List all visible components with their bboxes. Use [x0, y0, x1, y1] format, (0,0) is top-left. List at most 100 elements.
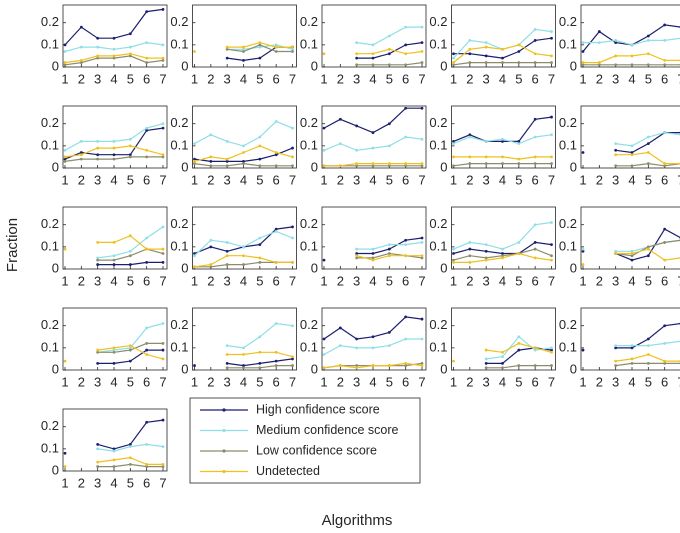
series-marker: [112, 54, 116, 58]
series-marker: [79, 153, 83, 157]
series-marker: [112, 449, 116, 453]
x-tick-label: 3: [353, 273, 360, 288]
y-tick-label: 0.1: [559, 339, 577, 354]
series-marker: [404, 63, 408, 67]
series-marker: [663, 241, 667, 244]
y-tick-label: 0.1: [41, 137, 59, 152]
series-marker: [533, 52, 537, 56]
x-tick-label: 2: [207, 273, 214, 288]
series-marker: [274, 45, 278, 49]
x-tick-label: 3: [353, 374, 360, 389]
series-marker: [274, 229, 278, 233]
y-tick-label: 0.1: [429, 238, 447, 253]
series-marker: [322, 366, 326, 370]
series-marker: [484, 258, 488, 262]
series-marker: [63, 159, 67, 163]
series-marker: [533, 27, 537, 31]
series-marker: [371, 162, 375, 165]
series-marker: [225, 140, 229, 143]
series-marker: [550, 221, 553, 224]
x-tick-label: 1: [579, 172, 586, 187]
series-marker: [274, 120, 278, 123]
series-marker: [387, 162, 391, 165]
series-marker: [161, 225, 165, 229]
series-marker: [291, 45, 294, 49]
x-tick-label: 2: [207, 374, 214, 389]
legend-marker: [222, 428, 226, 433]
series-marker: [96, 54, 100, 58]
series-marker: [484, 140, 488, 143]
y-tick-label: 0.1: [41, 339, 59, 354]
series-marker: [242, 151, 245, 154]
series-marker: [291, 155, 294, 159]
series-marker: [242, 162, 245, 165]
series-marker: [112, 47, 116, 51]
series-marker: [338, 117, 342, 121]
series-marker: [161, 418, 165, 422]
y-tick-label: 0: [181, 260, 188, 275]
series-marker: [484, 61, 488, 64]
series-marker: [517, 43, 521, 47]
series-marker: [646, 353, 650, 356]
series-marker: [193, 50, 196, 53]
series-marker: [452, 61, 455, 64]
series-marker: [258, 41, 262, 45]
series-marker: [338, 142, 342, 146]
series-marker: [468, 135, 472, 139]
x-tick-label: 7: [159, 71, 166, 86]
x-tick-label: 7: [159, 273, 166, 288]
x-tick-label: 1: [320, 71, 327, 86]
x-tick-label: 7: [289, 374, 296, 389]
series-marker: [112, 36, 116, 40]
y-tick-label: 0.1: [170, 137, 188, 152]
axes-box: [62, 408, 168, 472]
series-marker: [452, 260, 455, 264]
x-tick-label: 2: [596, 273, 603, 288]
series-marker: [96, 443, 100, 446]
series-marker: [355, 256, 359, 260]
series-marker: [371, 258, 375, 262]
series-marker: [404, 43, 408, 47]
axes-box: [62, 105, 168, 169]
series-marker: [501, 366, 504, 370]
series-marker: [225, 263, 229, 266]
series-marker: [128, 234, 132, 238]
series-marker: [404, 364, 408, 367]
series-marker: [630, 63, 634, 67]
series-marker: [128, 456, 132, 460]
series-marker: [145, 342, 149, 345]
x-tick-label: 5: [645, 172, 652, 187]
series-marker: [501, 56, 504, 60]
series-marker: [517, 335, 521, 339]
x-tick-label: 4: [369, 374, 376, 389]
series-marker: [614, 364, 618, 367]
series-marker: [404, 106, 408, 110]
series-marker: [258, 45, 262, 49]
x-tick-label: 1: [320, 172, 327, 187]
x-tick-label: 3: [483, 374, 490, 389]
series-marker: [404, 238, 408, 242]
series-marker: [468, 155, 472, 159]
series-line: [486, 335, 552, 360]
series-marker: [258, 260, 262, 264]
series-marker: [128, 346, 132, 350]
series-marker: [420, 241, 424, 244]
series-marker: [663, 342, 667, 345]
y-tick-label: 0: [181, 361, 188, 376]
y-tick-label: 0.2: [429, 115, 447, 130]
y-tick-label: 0.1: [559, 36, 577, 51]
x-tick-label: 6: [661, 273, 668, 288]
y-tick-label: 0.1: [41, 440, 59, 455]
axes-box: [192, 206, 297, 270]
series-marker: [533, 162, 537, 165]
series-marker: [387, 344, 391, 348]
series-marker: [533, 348, 537, 352]
x-tick-label: 5: [386, 172, 393, 187]
series-marker: [112, 458, 116, 462]
series-marker: [225, 241, 229, 244]
series-marker: [225, 157, 229, 161]
x-tick-label: 5: [645, 71, 652, 86]
series-marker: [161, 8, 165, 11]
series-marker: [550, 30, 553, 33]
series-marker: [371, 252, 375, 255]
